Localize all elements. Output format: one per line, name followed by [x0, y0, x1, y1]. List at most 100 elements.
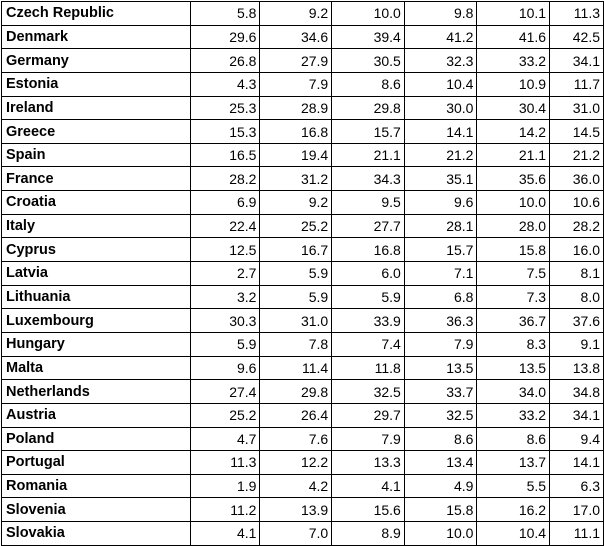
value-cell: 1.9 — [190, 473, 261, 499]
value-cell: 33.7 — [403, 379, 478, 404]
table-row: Germany 26.8 27.9 30.5 32.3 33.2 34.1 — [0, 48, 604, 73]
table-row: Austria 25.2 26.4 29.7 32.5 33.2 34.1 — [0, 402, 604, 428]
value-cell: 12.2 — [259, 450, 333, 475]
value-cell: 7.4 — [331, 331, 405, 357]
table-row: Croatia 6.9 9.2 9.5 9.6 10.0 10.6 — [0, 190, 604, 215]
value-cell: 22.4 — [190, 213, 261, 239]
value-cell: 3.2 — [190, 284, 261, 310]
value-cell: 7.9 — [403, 331, 478, 357]
value-cell: 35.1 — [403, 166, 478, 192]
country-cell: Lithuania — [0, 284, 192, 310]
value-cell: 30.4 — [476, 95, 551, 121]
value-cell: 21.2 — [549, 142, 604, 168]
value-cell: 16.2 — [476, 497, 551, 523]
value-cell: 14.1 — [403, 119, 478, 144]
value-cell: 5.8 — [190, 1, 261, 26]
value-cell: 11.1 — [549, 521, 604, 546]
value-cell: 5.9 — [331, 284, 405, 310]
value-cell: 7.1 — [403, 261, 478, 286]
value-cell: 7.5 — [476, 261, 551, 286]
table-row: Greece 15.3 16.8 15.7 14.1 14.2 14.5 — [0, 119, 604, 144]
value-cell: 27.7 — [331, 213, 405, 239]
value-cell: 4.1 — [331, 473, 405, 499]
value-cell: 15.7 — [331, 119, 405, 144]
value-cell: 9.2 — [259, 1, 333, 26]
value-cell: 25.2 — [259, 213, 333, 239]
country-cell: Luxembourg — [0, 308, 192, 333]
value-cell: 29.7 — [331, 402, 405, 428]
value-cell: 16.8 — [331, 237, 405, 263]
table-row: Hungary 5.9 7.8 7.4 7.9 8.3 9.1 — [0, 331, 604, 357]
value-cell: 31.0 — [259, 308, 333, 333]
value-cell: 34.6 — [259, 24, 333, 50]
value-cell: 5.9 — [259, 261, 333, 286]
value-cell: 11.3 — [190, 450, 261, 475]
value-cell: 13.7 — [476, 450, 551, 475]
table-row: Denmark 29.6 34.6 39.4 41.2 41.6 42.5 — [0, 24, 604, 50]
value-cell: 9.6 — [403, 190, 478, 215]
country-cell: Ireland — [0, 95, 192, 121]
value-cell: 5.5 — [476, 473, 551, 499]
table-row: Luxembourg 30.3 31.0 33.9 36.3 36.7 37.6 — [0, 308, 604, 333]
value-cell: 9.6 — [190, 355, 261, 381]
country-cell: Hungary — [0, 331, 192, 357]
value-cell: 27.9 — [259, 48, 333, 73]
value-cell: 26.4 — [259, 402, 333, 428]
value-cell: 9.2 — [259, 190, 333, 215]
table-row: Portugal 11.3 12.2 13.3 13.4 13.7 14.1 — [0, 450, 604, 475]
value-cell: 32.5 — [331, 379, 405, 404]
value-cell: 4.7 — [190, 426, 261, 452]
value-cell: 33.2 — [476, 48, 551, 73]
value-cell: 33.2 — [476, 402, 551, 428]
country-cell: Austria — [0, 402, 192, 428]
value-cell: 8.6 — [331, 71, 405, 97]
value-cell: 16.8 — [259, 119, 333, 144]
value-cell: 13.3 — [331, 450, 405, 475]
value-cell: 11.7 — [549, 71, 604, 97]
value-cell: 16.7 — [259, 237, 333, 263]
value-cell: 30.5 — [331, 48, 405, 73]
country-cell: Spain — [0, 142, 192, 168]
value-cell: 28.9 — [259, 95, 333, 121]
table-row: France 28.2 31.2 34.3 35.1 35.6 36.0 — [0, 166, 604, 192]
table-row: Estonia 4.3 7.9 8.6 10.4 10.9 11.7 — [0, 71, 604, 97]
country-cell: Poland — [0, 426, 192, 452]
country-cell: Portugal — [0, 450, 192, 475]
value-cell: 15.8 — [403, 497, 478, 523]
value-cell: 2.7 — [190, 261, 261, 286]
value-cell: 7.9 — [259, 71, 333, 97]
value-cell: 6.0 — [331, 261, 405, 286]
value-cell: 14.1 — [549, 450, 604, 475]
country-cell: Romania — [0, 473, 192, 499]
value-cell: 10.6 — [549, 190, 604, 215]
value-cell: 14.2 — [476, 119, 551, 144]
value-cell: 13.8 — [549, 355, 604, 381]
value-cell: 28.1 — [403, 213, 478, 239]
country-cell: Estonia — [0, 71, 192, 97]
value-cell: 41.2 — [403, 24, 478, 50]
value-cell: 28.0 — [476, 213, 551, 239]
value-cell: 4.2 — [259, 473, 333, 499]
value-cell: 21.1 — [331, 142, 405, 168]
value-cell: 36.7 — [476, 308, 551, 333]
value-cell: 21.1 — [476, 142, 551, 168]
value-cell: 11.2 — [190, 497, 261, 523]
value-cell: 10.0 — [331, 1, 405, 26]
value-cell: 31.2 — [259, 166, 333, 192]
value-cell: 6.3 — [549, 473, 604, 499]
value-cell: 9.4 — [549, 426, 604, 452]
value-cell: 11.8 — [331, 355, 405, 381]
value-cell: 34.0 — [476, 379, 551, 404]
table-row: Czech Republic 5.8 9.2 10.0 9.8 10.1 11.3 — [0, 1, 604, 26]
value-cell: 36.3 — [403, 308, 478, 333]
country-cell: Czech Republic — [0, 1, 192, 26]
value-cell: 26.8 — [190, 48, 261, 73]
table-row: Slovenia 11.2 13.9 15.6 15.8 16.2 17.0 — [0, 497, 604, 523]
value-cell: 39.4 — [331, 24, 405, 50]
value-cell: 16.0 — [549, 237, 604, 263]
table-row: Spain 16.5 19.4 21.1 21.2 21.1 21.2 — [0, 142, 604, 168]
value-cell: 10.4 — [403, 71, 478, 97]
value-cell: 14.5 — [549, 119, 604, 144]
value-cell: 7.3 — [476, 284, 551, 310]
value-cell: 30.0 — [403, 95, 478, 121]
